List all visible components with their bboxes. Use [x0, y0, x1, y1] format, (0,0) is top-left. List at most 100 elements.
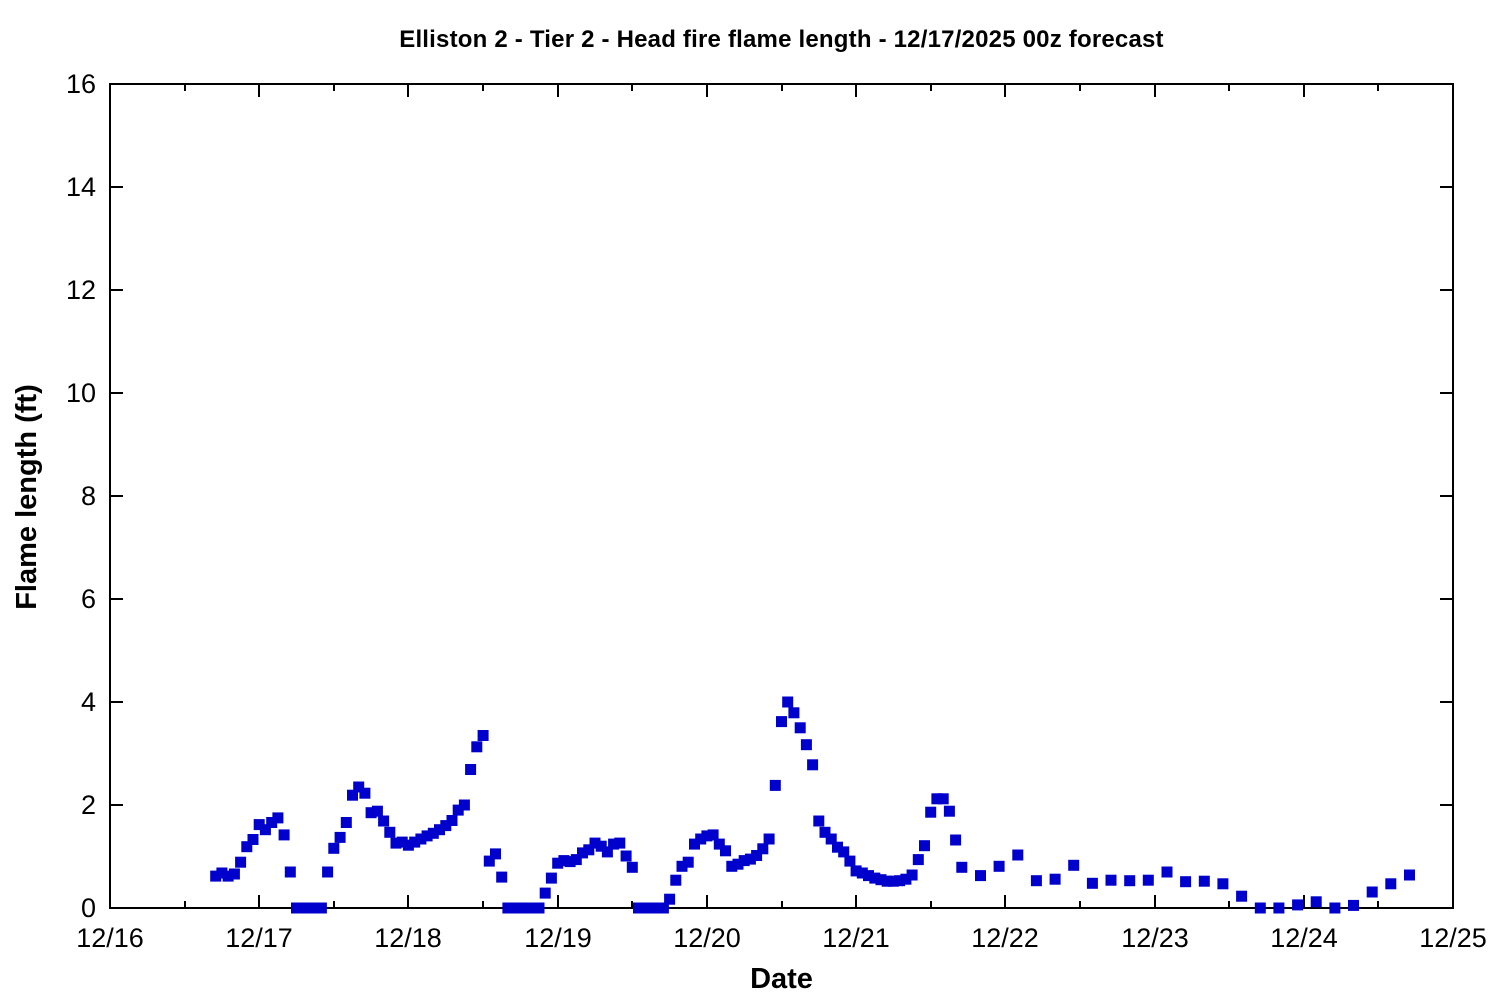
data-point-marker — [1086, 877, 1098, 889]
data-point-marker — [427, 827, 439, 839]
data-point-marker — [825, 833, 837, 845]
data-point-marker — [1142, 874, 1154, 886]
data-point-marker — [1366, 886, 1378, 898]
data-point-marker — [639, 902, 651, 914]
data-point-marker — [769, 779, 781, 791]
data-point-marker — [670, 874, 682, 886]
data-point-marker — [1292, 899, 1304, 911]
data-point-marker — [421, 830, 433, 842]
data-point-marker — [620, 850, 632, 862]
data-point-marker — [315, 902, 327, 914]
chart-title: Elliston 2 - Tier 2 - Head fire flame le… — [399, 26, 1164, 53]
data-point-marker — [807, 759, 819, 771]
data-point-marker — [1329, 902, 1341, 914]
data-point-marker — [900, 873, 912, 885]
data-point-marker — [763, 833, 775, 845]
data-point-marker — [545, 872, 557, 884]
plot-frame — [109, 83, 1454, 909]
data-point-marker — [863, 870, 874, 882]
data-point-marker — [682, 856, 694, 868]
data-point-marker — [645, 902, 657, 914]
data-point-marker — [222, 870, 234, 882]
x-tick-label: 12/17 — [225, 923, 293, 953]
data-point-marker — [1161, 866, 1173, 878]
data-point-marker — [259, 824, 271, 836]
data-point-marker — [328, 842, 340, 854]
data-point-marker — [887, 875, 899, 887]
data-point-marker — [521, 902, 533, 914]
data-point-marker — [490, 848, 501, 860]
data-point-marker — [378, 815, 390, 827]
x-tick-label: 12/24 — [1270, 923, 1338, 953]
data-point-marker — [371, 805, 383, 817]
data-point-marker — [1385, 878, 1397, 890]
data-point-marker — [247, 834, 259, 845]
data-point-marker — [589, 837, 601, 849]
data-point-marker — [353, 781, 365, 793]
data-point-marker — [931, 793, 943, 805]
data-point-marker — [1236, 890, 1248, 902]
data-point-marker — [440, 820, 452, 832]
data-point-marker — [309, 902, 321, 914]
y-tick-label: 6 — [81, 584, 96, 614]
data-point-marker — [695, 833, 707, 845]
data-point-marker — [676, 860, 688, 872]
data-point-marker — [701, 830, 713, 842]
data-point-marker — [894, 875, 906, 887]
data-point-marker — [800, 739, 812, 751]
data-point-marker — [776, 716, 787, 728]
data-point-marker — [664, 893, 676, 905]
data-point-marker — [738, 855, 750, 867]
data-point-marker — [601, 846, 613, 858]
data-point-marker — [253, 819, 265, 831]
x-tick-label: 12/22 — [971, 923, 1039, 953]
data-point-marker — [819, 826, 831, 838]
data-point-marker — [458, 799, 470, 811]
data-point-marker — [881, 875, 893, 887]
data-point-marker — [844, 855, 856, 867]
data-point-marker — [465, 764, 477, 775]
data-point-marker — [297, 902, 309, 914]
y-tick-label: 0 — [81, 893, 96, 923]
data-point-marker — [539, 887, 551, 899]
data-point-marker — [751, 850, 763, 861]
data-point-marker — [1049, 873, 1061, 885]
data-point-marker — [533, 902, 545, 914]
data-point-marker — [564, 856, 576, 868]
data-point-marker — [347, 789, 358, 801]
x-tick-label: 12/21 — [822, 923, 890, 953]
data-point-marker — [713, 838, 725, 850]
y-tick-label: 10 — [66, 378, 96, 408]
data-point-marker — [322, 866, 334, 878]
data-point-marker — [384, 826, 396, 838]
y-tick-label: 8 — [81, 481, 96, 511]
data-point-marker — [340, 817, 352, 828]
y-tick-label: 14 — [66, 172, 96, 202]
data-point-marker — [396, 836, 408, 848]
data-point-marker — [832, 841, 843, 853]
data-point-marker — [216, 867, 228, 879]
data-point-marker — [1198, 875, 1210, 887]
data-point-marker — [359, 787, 371, 799]
data-point-marker — [744, 853, 756, 865]
data-point-marker — [570, 854, 582, 866]
data-point-marker — [875, 874, 887, 886]
data-point-marker — [720, 845, 731, 857]
data-point-marker — [1348, 899, 1359, 911]
data-point-marker — [434, 824, 445, 836]
data-point-marker — [906, 869, 918, 881]
data-point-marker — [552, 857, 564, 869]
data-point-marker — [452, 804, 464, 816]
data-point-marker — [1273, 902, 1285, 914]
data-point-marker — [514, 902, 526, 914]
data-point-marker — [726, 860, 738, 872]
data-point-marker — [272, 812, 284, 824]
data-point-marker — [1012, 849, 1024, 861]
data-point-marker — [1217, 878, 1229, 890]
data-point-marker — [483, 855, 495, 867]
x-tick-label: 12/18 — [374, 923, 442, 953]
x-tick-label: 12/16 — [76, 923, 144, 953]
data-point-marker — [813, 815, 825, 827]
data-point-marker — [608, 838, 620, 850]
data-point-marker — [950, 834, 962, 846]
